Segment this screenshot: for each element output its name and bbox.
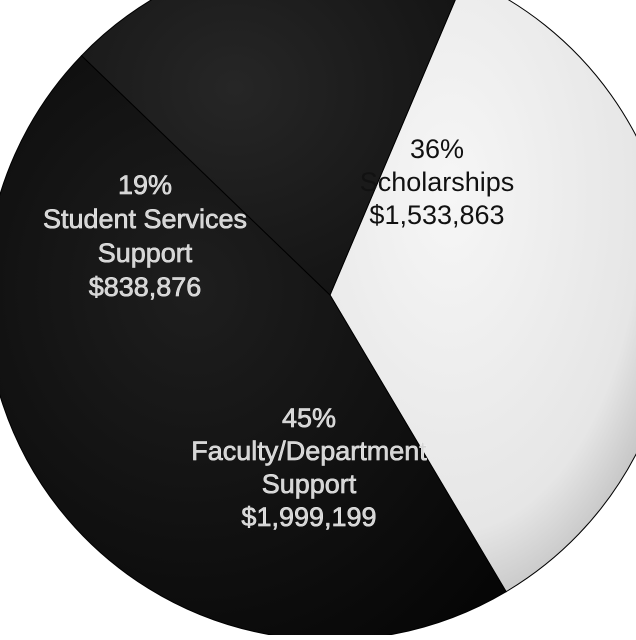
pie-label-line: $838,876 xyxy=(89,272,202,302)
pie-label-line: 45% xyxy=(282,403,336,433)
pie-label-line: Student Services xyxy=(43,204,247,234)
pie-label-line: Scholarships xyxy=(360,167,515,197)
pie-label-faculty-department-support: 45% Faculty/Department Support $1,999,199 xyxy=(191,403,427,532)
pie-slice-student-services-support xyxy=(80,0,456,296)
pie-label-student-services-support: 19% Student Services Support $838,876 xyxy=(43,170,247,302)
pie-label-line: $1,999,199 xyxy=(241,502,376,532)
pie-label-line: $1,533,863 xyxy=(369,200,504,230)
pie-label-line: Faculty/Department xyxy=(191,436,427,466)
pie-labels: 36% Scholarships $1,533,863 45% Faculty/Depa… xyxy=(43,134,515,532)
pie-slice-scholarships xyxy=(329,0,636,593)
pie-label-line: Support xyxy=(98,238,193,268)
pie-label-line: 36% xyxy=(410,134,464,164)
pie-label-scholarships: 36% Scholarships $1,533,863 xyxy=(360,134,515,230)
pie-label-line: Support xyxy=(262,469,357,499)
pie-label-line: 19% xyxy=(118,170,172,200)
